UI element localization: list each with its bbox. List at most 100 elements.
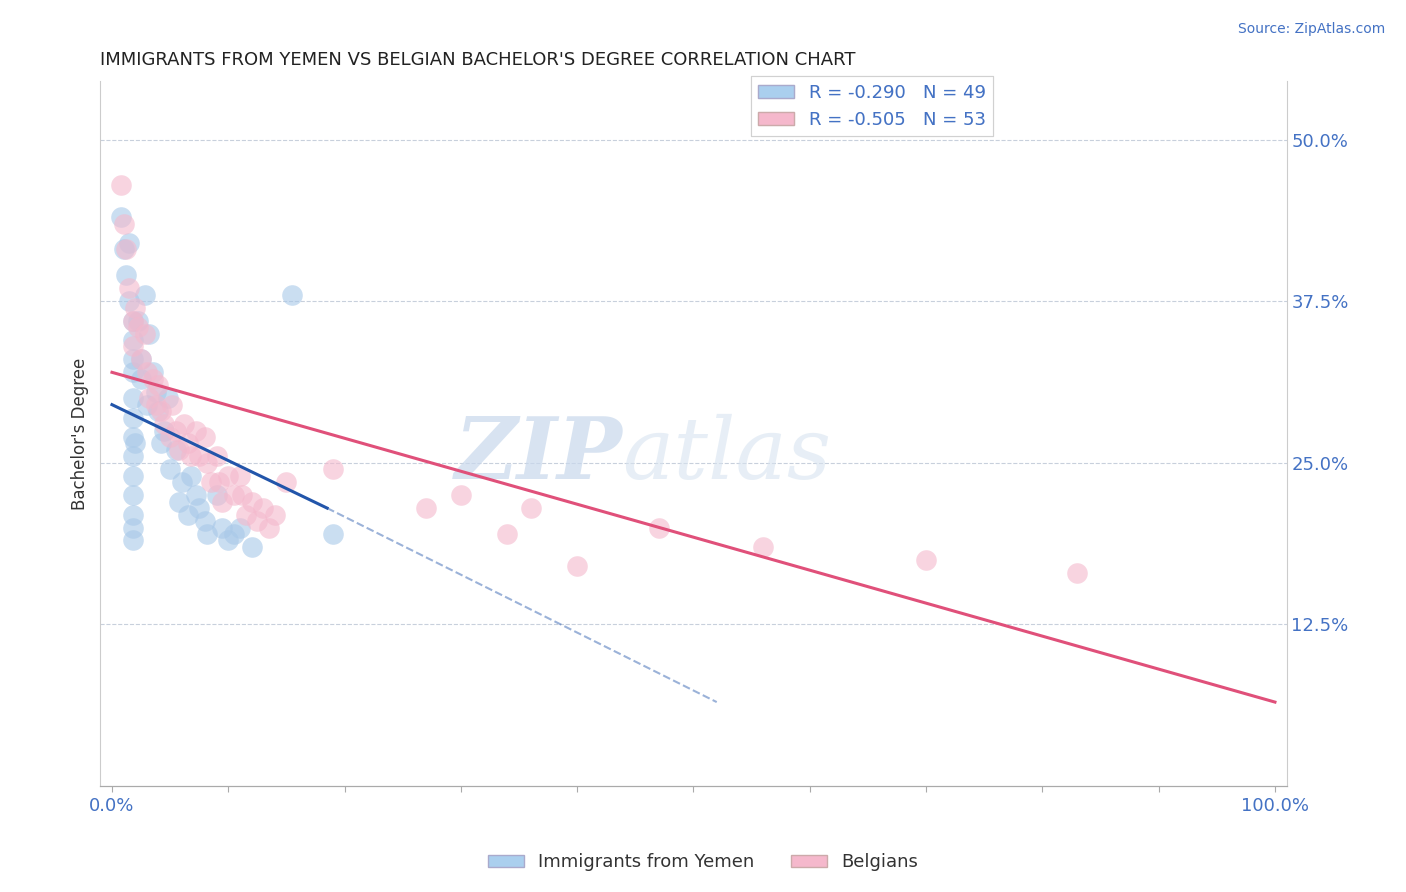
- Point: [252, 501, 274, 516]
- Point: [184, 488, 207, 502]
- Point: [235, 508, 257, 522]
- Point: [208, 475, 231, 490]
- Legend: R = -0.290   N = 49, R = -0.505   N = 53: R = -0.290 N = 49, R = -0.505 N = 53: [751, 77, 993, 136]
- Point: [165, 442, 187, 457]
- Point: [122, 508, 145, 522]
- Point: [122, 520, 145, 534]
- Point: [122, 365, 145, 379]
- Point: [211, 494, 233, 508]
- Point: [205, 488, 228, 502]
- Point: [567, 559, 589, 574]
- Point: [246, 514, 269, 528]
- Point: [142, 372, 165, 386]
- Point: [129, 352, 152, 367]
- Point: [184, 424, 207, 438]
- Point: [205, 450, 228, 464]
- Point: [149, 404, 172, 418]
- Point: [153, 417, 176, 431]
- Point: [173, 417, 195, 431]
- Point: [450, 488, 472, 502]
- Point: [124, 436, 146, 450]
- Point: [138, 326, 160, 341]
- Point: [122, 333, 145, 347]
- Point: [217, 468, 239, 483]
- Point: [415, 501, 437, 516]
- Point: [122, 352, 145, 367]
- Point: [276, 475, 298, 490]
- Point: [188, 450, 211, 464]
- Point: [118, 235, 141, 250]
- Point: [148, 404, 170, 418]
- Point: [159, 430, 181, 444]
- Point: [122, 313, 145, 327]
- Point: [118, 294, 141, 309]
- Point: [647, 520, 669, 534]
- Point: [145, 398, 167, 412]
- Point: [135, 365, 157, 379]
- Point: [322, 527, 344, 541]
- Point: [142, 365, 165, 379]
- Point: [194, 430, 217, 444]
- Point: [134, 326, 156, 341]
- Legend: Immigrants from Yemen, Belgians: Immigrants from Yemen, Belgians: [481, 847, 925, 879]
- Point: [180, 468, 202, 483]
- Point: [162, 398, 184, 412]
- Point: [122, 313, 145, 327]
- Point: [169, 442, 191, 457]
- Point: [231, 488, 253, 502]
- Point: [222, 527, 245, 541]
- Point: [1066, 566, 1088, 580]
- Point: [110, 210, 132, 224]
- Point: [122, 391, 145, 405]
- Point: [122, 430, 145, 444]
- Point: [211, 520, 233, 534]
- Point: [122, 410, 145, 425]
- Text: IMMIGRANTS FROM YEMEN VS BELGIAN BACHELOR'S DEGREE CORRELATION CHART: IMMIGRANTS FROM YEMEN VS BELGIAN BACHELO…: [100, 51, 856, 69]
- Point: [281, 287, 304, 301]
- Point: [122, 468, 145, 483]
- Point: [180, 450, 202, 464]
- Point: [170, 475, 193, 490]
- Text: ZIP: ZIP: [454, 413, 623, 497]
- Point: [145, 384, 167, 399]
- Point: [195, 527, 218, 541]
- Point: [752, 540, 775, 554]
- Point: [194, 514, 217, 528]
- Point: [138, 391, 160, 405]
- Point: [195, 456, 218, 470]
- Point: [110, 178, 132, 192]
- Point: [122, 450, 145, 464]
- Point: [222, 488, 245, 502]
- Point: [169, 494, 191, 508]
- Point: [159, 462, 181, 476]
- Point: [176, 436, 198, 450]
- Point: [118, 281, 141, 295]
- Text: atlas: atlas: [623, 414, 831, 496]
- Point: [200, 475, 222, 490]
- Point: [134, 287, 156, 301]
- Point: [322, 462, 344, 476]
- Point: [148, 378, 170, 392]
- Point: [129, 372, 152, 386]
- Point: [124, 301, 146, 315]
- Point: [229, 468, 252, 483]
- Point: [165, 424, 187, 438]
- Point: [496, 527, 519, 541]
- Point: [188, 501, 211, 516]
- Point: [156, 391, 179, 405]
- Point: [122, 339, 145, 353]
- Point: [149, 436, 172, 450]
- Point: [176, 508, 198, 522]
- Point: [129, 352, 152, 367]
- Point: [229, 520, 252, 534]
- Point: [153, 424, 176, 438]
- Point: [257, 520, 280, 534]
- Point: [263, 508, 285, 522]
- Point: [122, 488, 145, 502]
- Point: [115, 268, 138, 283]
- Point: [519, 501, 541, 516]
- Point: [115, 243, 138, 257]
- Point: [240, 494, 263, 508]
- Point: [112, 217, 135, 231]
- Point: [135, 398, 157, 412]
